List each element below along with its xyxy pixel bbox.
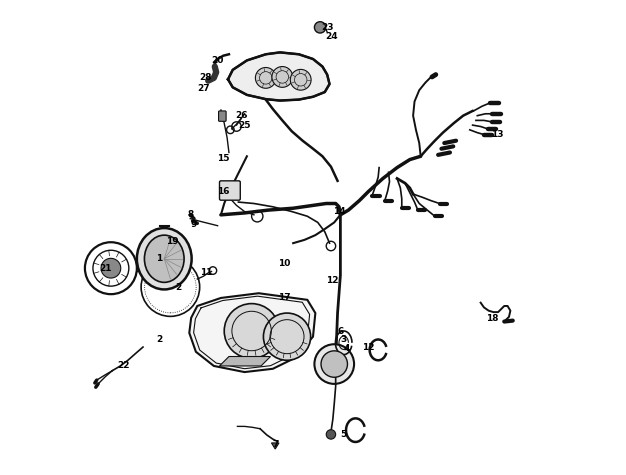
- FancyBboxPatch shape: [220, 181, 240, 200]
- Circle shape: [290, 69, 311, 90]
- Ellipse shape: [145, 235, 184, 282]
- Circle shape: [224, 304, 279, 359]
- Text: 6: 6: [337, 327, 344, 336]
- Text: 2: 2: [156, 334, 163, 343]
- Text: 1: 1: [156, 254, 163, 263]
- Text: 11: 11: [200, 268, 213, 277]
- Text: 23: 23: [321, 23, 334, 32]
- Text: 21: 21: [99, 264, 111, 273]
- Text: 13: 13: [491, 130, 503, 139]
- Text: 4: 4: [344, 344, 350, 353]
- Text: 20: 20: [212, 56, 224, 65]
- Text: 18: 18: [486, 314, 499, 323]
- Circle shape: [255, 67, 276, 88]
- Text: 14: 14: [332, 207, 346, 216]
- Circle shape: [101, 258, 121, 278]
- Circle shape: [314, 344, 354, 384]
- Circle shape: [264, 313, 310, 360]
- Text: 8: 8: [187, 210, 193, 219]
- Text: 19: 19: [166, 237, 178, 246]
- Polygon shape: [189, 293, 316, 372]
- Text: 5: 5: [341, 430, 347, 439]
- Text: 7: 7: [272, 440, 279, 449]
- Text: 12: 12: [362, 342, 375, 352]
- Circle shape: [321, 351, 347, 377]
- Ellipse shape: [137, 228, 192, 289]
- Circle shape: [326, 430, 336, 439]
- Text: 17: 17: [279, 294, 291, 303]
- Text: 3: 3: [341, 334, 347, 343]
- FancyBboxPatch shape: [218, 111, 226, 121]
- Polygon shape: [220, 357, 270, 366]
- Polygon shape: [228, 52, 329, 101]
- Text: 25: 25: [239, 121, 251, 130]
- Text: 15: 15: [217, 154, 230, 162]
- Text: 26: 26: [235, 111, 247, 120]
- Text: 24: 24: [326, 32, 338, 41]
- Text: 16: 16: [217, 187, 230, 196]
- Text: 28: 28: [199, 74, 212, 82]
- Text: 22: 22: [117, 361, 130, 371]
- Text: 10: 10: [279, 259, 291, 268]
- Polygon shape: [272, 443, 279, 449]
- Text: 9: 9: [191, 220, 197, 229]
- Text: 12: 12: [326, 276, 338, 285]
- Circle shape: [272, 66, 293, 87]
- Text: 27: 27: [197, 84, 210, 93]
- Circle shape: [314, 22, 326, 33]
- Text: 2: 2: [175, 283, 182, 292]
